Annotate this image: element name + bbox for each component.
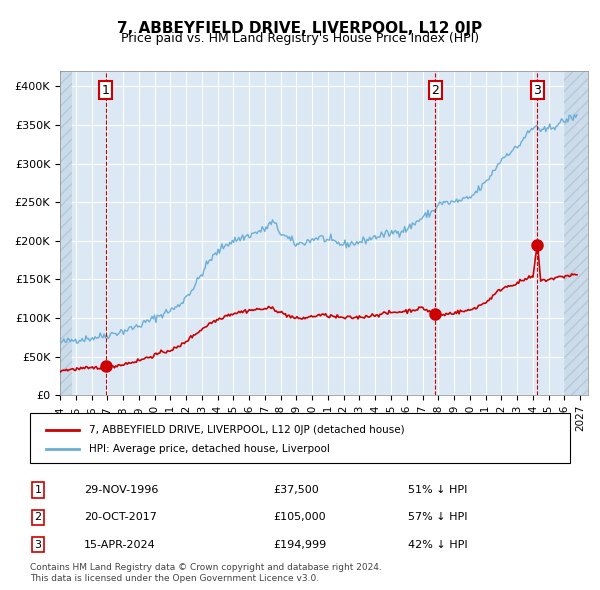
Text: HPI: Average price, detached house, Liverpool: HPI: Average price, detached house, Live…	[89, 444, 330, 454]
Text: Price paid vs. HM Land Registry's House Price Index (HPI): Price paid vs. HM Land Registry's House …	[121, 32, 479, 45]
Bar	[60, 71, 72, 395]
Text: 15-APR-2024: 15-APR-2024	[84, 540, 156, 550]
Text: 7, ABBEYFIELD DRIVE, LIVERPOOL, L12 0JP: 7, ABBEYFIELD DRIVE, LIVERPOOL, L12 0JP	[118, 21, 482, 35]
Text: 7, ABBEYFIELD DRIVE, LIVERPOOL, L12 0JP (detached house): 7, ABBEYFIELD DRIVE, LIVERPOOL, L12 0JP …	[89, 425, 405, 435]
Text: £194,999: £194,999	[273, 540, 326, 550]
Text: 2: 2	[35, 513, 41, 522]
Text: £105,000: £105,000	[273, 513, 326, 522]
Text: 51% ↓ HPI: 51% ↓ HPI	[408, 485, 467, 495]
Bar	[565, 71, 588, 395]
Text: Contains HM Land Registry data © Crown copyright and database right 2024.
This d: Contains HM Land Registry data © Crown c…	[30, 563, 382, 583]
Text: 3: 3	[35, 540, 41, 550]
Text: 3: 3	[533, 84, 541, 97]
Text: 20-OCT-2017: 20-OCT-2017	[84, 513, 157, 522]
Text: 1: 1	[102, 84, 110, 97]
Text: 2: 2	[431, 84, 439, 97]
Text: £37,500: £37,500	[273, 485, 319, 495]
Text: 57% ↓ HPI: 57% ↓ HPI	[408, 513, 467, 522]
FancyBboxPatch shape	[30, 413, 570, 463]
Text: 1: 1	[35, 485, 41, 495]
Text: 42% ↓ HPI: 42% ↓ HPI	[408, 540, 467, 550]
Text: 29-NOV-1996: 29-NOV-1996	[84, 485, 158, 495]
